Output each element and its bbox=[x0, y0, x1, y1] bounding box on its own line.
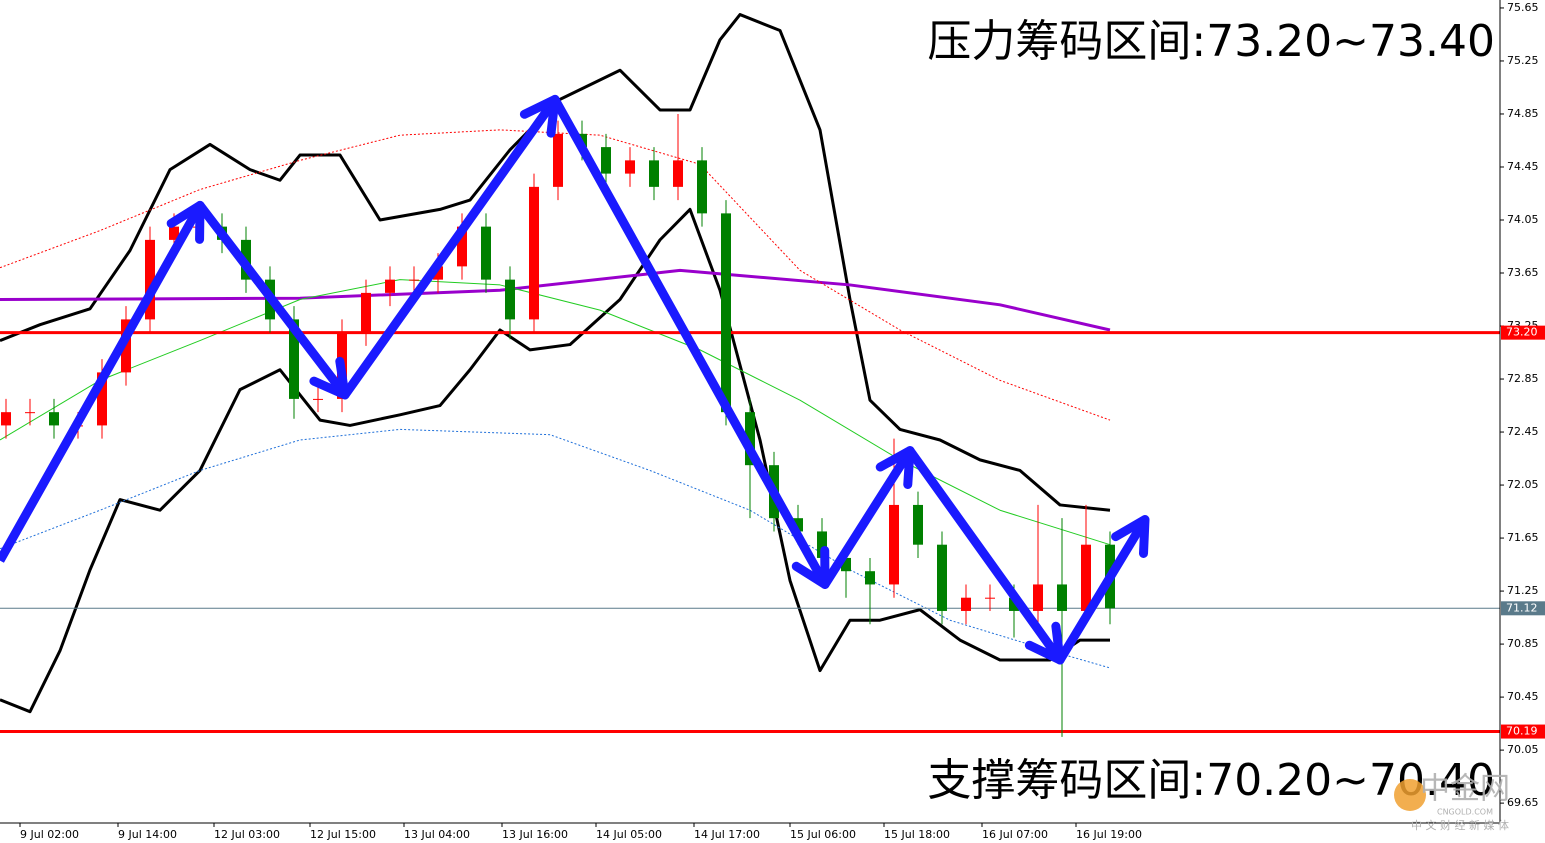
candle-body bbox=[601, 147, 611, 174]
candle-body bbox=[1057, 584, 1067, 611]
candle-body bbox=[913, 504, 923, 545]
candle-body bbox=[49, 412, 59, 426]
arrow-head bbox=[309, 356, 350, 400]
candle-body bbox=[721, 213, 731, 413]
candle-body bbox=[865, 571, 875, 585]
price-level-label: 70.19 bbox=[1506, 725, 1538, 738]
arrow-head bbox=[791, 545, 830, 589]
candle-body bbox=[169, 226, 179, 240]
candle-body bbox=[697, 160, 707, 214]
candle-body bbox=[529, 186, 539, 320]
y-tick-label: 71.65 bbox=[1507, 531, 1539, 544]
y-tick-label: 70.05 bbox=[1507, 743, 1539, 756]
y-tick-label: 74.45 bbox=[1507, 160, 1539, 173]
price-level-label: 71.12 bbox=[1506, 601, 1538, 614]
x-tick-label: 13 Jul 16:00 bbox=[502, 828, 568, 841]
candle-body bbox=[361, 292, 371, 333]
candle-body bbox=[481, 226, 491, 280]
candle-body bbox=[1009, 597, 1019, 611]
y-tick-label: 73.65 bbox=[1507, 266, 1539, 279]
arrow-head bbox=[875, 446, 915, 490]
candle-body bbox=[553, 133, 563, 187]
candle-body bbox=[649, 160, 659, 187]
watermark-domain: CNGOLD.COM bbox=[1437, 808, 1493, 817]
x-tick-label: 12 Jul 03:00 bbox=[214, 828, 280, 841]
candle-body bbox=[433, 266, 443, 280]
x-tick-label: 14 Jul 17:00 bbox=[694, 828, 760, 841]
arrow-head bbox=[519, 94, 560, 138]
x-tick-label: 14 Jul 05:00 bbox=[596, 828, 662, 841]
watermark-slogan: 中 文 财 经 新 媒 体 bbox=[1411, 818, 1509, 832]
candle-body bbox=[817, 531, 827, 558]
price-level-box bbox=[1501, 325, 1545, 340]
y-tick-label: 74.85 bbox=[1507, 107, 1539, 120]
candle-body bbox=[625, 160, 635, 174]
x-tick-label: 16 Jul 19:00 bbox=[1076, 828, 1142, 841]
candle-body bbox=[97, 372, 107, 426]
price-level-label: 73.20 bbox=[1506, 326, 1538, 339]
y-tick-label: 72.05 bbox=[1507, 478, 1539, 491]
x-tick-label: 9 Jul 02:00 bbox=[20, 828, 79, 841]
price-level-box bbox=[1501, 601, 1545, 616]
arrow-head bbox=[166, 200, 205, 244]
candle-body bbox=[793, 518, 803, 532]
candle-body bbox=[313, 398, 323, 400]
candle-body bbox=[1081, 544, 1091, 611]
indicator-line bbox=[0, 279, 1111, 546]
candle-body bbox=[505, 279, 515, 320]
candle-body bbox=[1, 412, 11, 426]
candle-body bbox=[457, 226, 467, 267]
price-level-box bbox=[1501, 724, 1545, 739]
candle-layer bbox=[1, 113, 1115, 737]
trend-arrow bbox=[0, 94, 1149, 665]
candle-body bbox=[841, 557, 851, 572]
candle-body bbox=[145, 239, 155, 320]
candle-body bbox=[937, 544, 947, 611]
candle-body bbox=[289, 319, 299, 399]
candle-body bbox=[745, 412, 755, 466]
y-tick-label: 72.45 bbox=[1507, 425, 1539, 438]
indicator-line bbox=[0, 268, 1111, 332]
y-tick-label: 70.85 bbox=[1507, 637, 1539, 650]
candle-body bbox=[889, 504, 899, 585]
candle-body bbox=[961, 597, 971, 611]
y-tick-label: 72.85 bbox=[1507, 372, 1539, 385]
watermark-name: 中金网 bbox=[1420, 772, 1510, 807]
x-tick-label: 9 Jul 14:00 bbox=[118, 828, 177, 841]
candle-body bbox=[985, 597, 995, 599]
y-tick-label: 69.65 bbox=[1507, 796, 1539, 809]
x-tick-label: 12 Jul 15:00 bbox=[310, 828, 376, 841]
y-tick-label: 75.65 bbox=[1507, 1, 1539, 14]
arrow-head bbox=[1024, 621, 1065, 665]
candle-body bbox=[385, 279, 395, 293]
indicator-layer bbox=[0, 13, 1500, 734]
resistance-annotation: 压力筹码区间:73.20~73.40 bbox=[927, 16, 1495, 67]
candle-body bbox=[25, 412, 35, 414]
x-tick-label: 13 Jul 04:00 bbox=[404, 828, 470, 841]
x-tick-label: 16 Jul 07:00 bbox=[982, 828, 1048, 841]
candle-body bbox=[1033, 584, 1043, 611]
candle-body bbox=[673, 160, 683, 187]
x-tick-label: 15 Jul 06:00 bbox=[790, 828, 856, 841]
indicator-line bbox=[0, 207, 1110, 714]
candle-body bbox=[409, 279, 419, 281]
y-tick-label: 74.05 bbox=[1507, 213, 1539, 226]
y-tick-label: 75.25 bbox=[1507, 54, 1539, 67]
y-tick-label: 70.45 bbox=[1507, 690, 1539, 703]
indicator-line bbox=[0, 428, 1111, 669]
x-tick-label: 15 Jul 18:00 bbox=[884, 828, 950, 841]
watermark-logo bbox=[1394, 779, 1426, 811]
indicator-line bbox=[0, 13, 1111, 512]
y-tick-label: 71.25 bbox=[1507, 584, 1539, 597]
arrow-head bbox=[1111, 515, 1150, 558]
overlay-layer bbox=[0, 94, 1150, 665]
